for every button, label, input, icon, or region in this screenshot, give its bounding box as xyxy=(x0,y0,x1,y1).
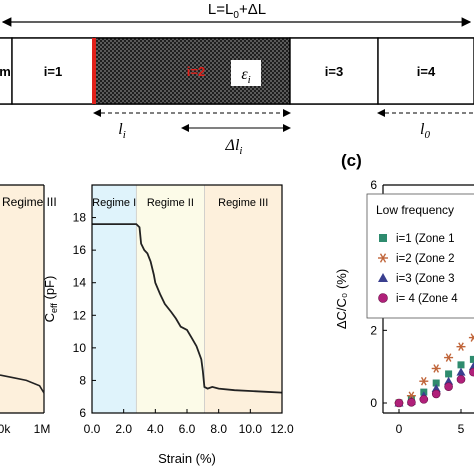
l0-label: l0 xyxy=(420,121,430,141)
right-point-s4-6 xyxy=(469,367,474,377)
right-point-s1-6 xyxy=(469,355,474,363)
epsilon-box xyxy=(231,60,261,86)
right-point-s2-6 xyxy=(468,333,474,342)
left-x-tick-1: 1M xyxy=(34,422,51,436)
legend-label-3: i=3 (Zone 3 xyxy=(396,273,455,285)
mid-y-tick-3: 12 xyxy=(73,308,87,322)
legend-label-4: i= 4 (Zone 4 xyxy=(396,293,458,305)
right-point-s3-5 xyxy=(456,367,466,376)
mid-y-tick-2: 10 xyxy=(73,341,87,355)
mid-y-tick-6: 18 xyxy=(73,211,87,225)
right-y-tick-1: 2 xyxy=(370,323,377,337)
zone-2-label: i=2 xyxy=(187,64,205,79)
right-x-tick-1: 5 xyxy=(458,422,465,436)
epsilon-label: εi xyxy=(241,66,250,86)
legend-title: Low frequency xyxy=(376,203,454,217)
right-point-s4-4 xyxy=(444,382,453,391)
middle-chart: Regime I Regime II Regime III 0.0 2.0 4.0 6.0… xyxy=(42,184,294,466)
left-chart: Regime III 0k 1M xyxy=(0,184,57,436)
legend-marker-1 xyxy=(379,234,387,242)
left-x-tick-0: 0k xyxy=(0,422,11,436)
strain-diagram: L=L0+ΔL m i=1 i=2 i=3 i=4 εi li Δli l0 xyxy=(0,1,474,157)
right-point-s1-4 xyxy=(445,370,453,378)
total-length-label: L=L0+ΔL xyxy=(208,1,266,21)
zone-4 xyxy=(377,37,474,105)
mid-series-line xyxy=(92,223,283,394)
mid-y-tick-4: 14 xyxy=(73,276,87,290)
mid-x-axis-label: Strain (%) xyxy=(158,451,216,466)
right-point-s1-3 xyxy=(432,379,440,387)
panel-label-c: (c) xyxy=(341,151,362,170)
mid-x-tick-0: 0.0 xyxy=(84,422,101,436)
right-point-s3-3 xyxy=(431,383,441,392)
left-series-line xyxy=(0,374,45,394)
right-x-tick-0: 0 xyxy=(396,422,403,436)
zone-m-label: m xyxy=(0,64,11,79)
mid-regime-label-3: Regime III xyxy=(218,197,268,209)
right-point-s2-5 xyxy=(456,342,466,351)
mid-y-tick-0: 6 xyxy=(79,406,86,420)
li-label: li xyxy=(118,121,126,141)
right-point-s4-0 xyxy=(394,398,404,408)
mid-x-tick-3: 6.0 xyxy=(179,422,196,436)
right-point-s4-1 xyxy=(407,397,416,407)
right-point-s4-3 xyxy=(431,389,441,399)
legend-label-2: i=2 (Zone 2 xyxy=(396,253,455,265)
right-chart: (c) 0246 05 ΔC/C₀ (%) Low frequency i=1 … xyxy=(334,151,474,436)
mid-y-tick-5: 16 xyxy=(73,243,87,257)
right-point-s3-4 xyxy=(444,376,454,385)
legend-label-1: i=1 (Zone 1 xyxy=(396,233,455,245)
dli-label: Δli xyxy=(225,137,243,157)
zone-4-label: i=4 xyxy=(417,64,436,79)
legend-marker-2 xyxy=(378,253,388,263)
legend-marker-3 xyxy=(378,273,388,282)
right-y-tick-0: 0 xyxy=(370,396,377,410)
zone-1-label: i=1 xyxy=(44,64,62,79)
mid-y-tick-1: 8 xyxy=(79,373,86,387)
left-regime-iii-band xyxy=(0,185,44,413)
legend-marker-4 xyxy=(378,293,388,303)
mid-regime-label-2: Regime II xyxy=(147,197,194,209)
left-regime-iii-label: Regime III xyxy=(2,195,57,209)
mid-x-tick-6: 12.0 xyxy=(270,422,294,436)
right-y-tick-3: 6 xyxy=(370,178,377,192)
right-point-s2-2 xyxy=(419,376,429,386)
mid-regime-band-1 xyxy=(92,185,137,413)
right-point-s2-3 xyxy=(431,364,441,373)
mid-regime-label-1: Regime I xyxy=(92,197,136,209)
mid-y-axis-label: Ceff (pF) xyxy=(42,276,59,323)
mid-x-tick-4: 8.0 xyxy=(210,422,227,436)
zone-3-label: i=3 xyxy=(325,64,343,79)
right-point-s1-5 xyxy=(457,361,465,369)
mid-regime-band-3 xyxy=(204,185,282,413)
mid-regime-band-2 xyxy=(136,185,205,413)
mid-x-tick-1: 2.0 xyxy=(115,422,132,436)
zone-1 xyxy=(11,37,95,105)
zone-3 xyxy=(289,37,379,105)
right-point-s4-5 xyxy=(456,375,466,384)
right-point-s4-2 xyxy=(419,395,429,404)
mid-x-tick-5: 10.0 xyxy=(239,422,263,436)
right-y-axis-label: ΔC/C₀ (%) xyxy=(334,269,349,329)
right-point-s2-4 xyxy=(444,353,454,362)
mid-x-tick-2: 4.0 xyxy=(147,422,164,436)
